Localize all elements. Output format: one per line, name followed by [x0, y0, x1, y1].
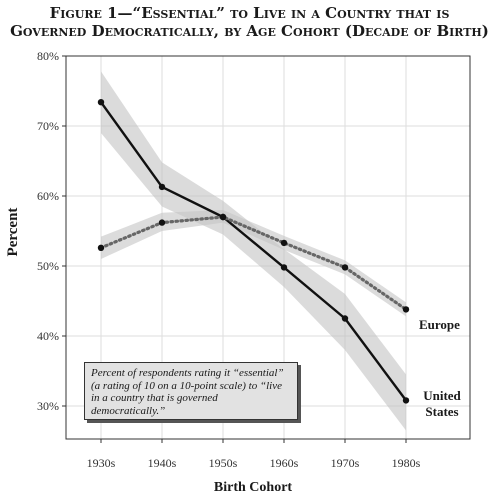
y-tick-label: 30%: [37, 399, 59, 413]
x-tick-label: 1970s: [331, 456, 360, 470]
series-label-us-line2: States: [425, 404, 458, 419]
data-point-europe: [341, 264, 349, 271]
chart-title-line1: Figure 1—“Essential” to Live in a Countr…: [49, 4, 450, 22]
data-point-europe: [402, 306, 410, 313]
plot-frame: [65, 55, 471, 440]
y-tick-label: 70%: [37, 119, 59, 133]
y-tick-label: 80%: [37, 49, 59, 63]
data-point-europe: [97, 244, 105, 251]
x-tick-label: 1950s: [209, 456, 238, 470]
chart-title-line2: Governed Democratically, by Age Cohort (…: [10, 22, 489, 40]
data-point-united-states: [280, 264, 288, 271]
x-tick-label: 1980s: [392, 456, 421, 470]
series-lines: [99, 101, 408, 402]
y-tick-label: 50%: [37, 259, 59, 273]
data-point-united-states: [158, 183, 166, 191]
series-label-europe: Europe: [419, 317, 460, 332]
chart-note: Percent of respondents rating it “essent…: [84, 362, 298, 420]
series-line-united-states: [100, 101, 407, 402]
y-tick-label: 60%: [37, 189, 59, 203]
series-points: [97, 99, 410, 404]
data-point-united-states: [97, 99, 105, 106]
x-axis-ticks: 1930s 1940s 1950s 1960s 1970s 1980s: [87, 439, 421, 470]
x-tick-label: 1940s: [148, 456, 177, 470]
x-tick-label: 1930s: [87, 456, 116, 470]
data-point-europe: [158, 219, 166, 226]
x-tick-label: 1960s: [270, 456, 299, 470]
series-label-us-line1: United: [423, 388, 461, 403]
y-axis-ticks: 30% 40% 50% 60% 70% 80%: [37, 49, 66, 413]
y-axis-label: Percent: [5, 208, 21, 257]
confidence-band-europe: [101, 210, 406, 317]
data-point-united-states: [341, 315, 349, 322]
y-tick-label: 40%: [37, 329, 59, 343]
chart-title: Figure 1—“Essential” to Live in a Countr…: [0, 4, 499, 40]
data-point-europe: [280, 239, 288, 247]
data-point-united-states: [402, 397, 410, 404]
series-line-europe: [99, 215, 408, 311]
confidence-band-united-states: [101, 71, 406, 431]
data-point-europe: [219, 213, 227, 221]
x-axis-label: Birth Cohort: [214, 480, 293, 495]
